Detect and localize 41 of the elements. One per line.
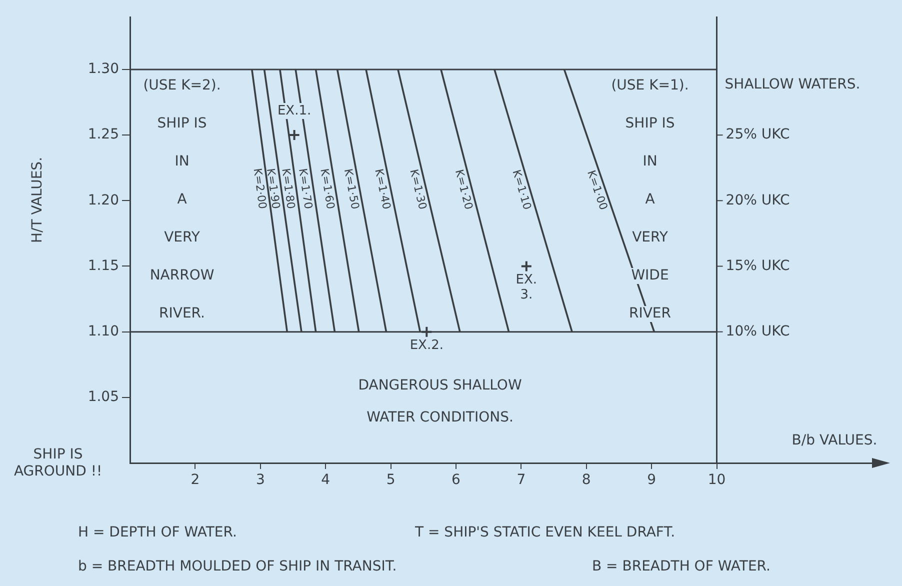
y2-tick-label: 15% UKC [726, 258, 790, 274]
y-tick-label: 1.30 [88, 61, 119, 78]
text: SHIP IS AGROUND !! [14, 446, 102, 480]
text: K=1·80 [279, 167, 298, 210]
text: K=1·40 [372, 168, 394, 210]
y-tick-label: 1.20 [88, 192, 119, 208]
x-tick-label: 2 [190, 472, 200, 488]
annotation: DANGEROUS SHALLOW WATER CONDITIONS. [358, 378, 522, 426]
text: T = SHIP'S STATIC EVEN KEEL DRAFT. [414, 524, 676, 541]
text: b = BREADTH MOULDED OF SHIP IN TRANSIT. [78, 558, 397, 575]
annotation: EX.2. [410, 338, 444, 354]
annotation: EX.1. [277, 103, 312, 118]
text: K=1·10 [510, 168, 534, 212]
text: K=1·60 [318, 168, 338, 210]
text: K=1·20 [452, 168, 476, 211]
annotation: EX. 3. [516, 272, 538, 303]
text: K=1·50 [341, 168, 362, 210]
text: B = BREADTH OF WATER. [592, 558, 770, 575]
y-tick-label: 1.25 [88, 126, 119, 143]
x-axis-title: B/b VALUES. [792, 432, 878, 449]
x-tick-label: 10 [708, 472, 726, 488]
y-tick-label: 1.10 [88, 323, 119, 340]
x-tick-label: 8 [582, 472, 591, 488]
text: K=1·70 [296, 167, 315, 210]
text: K=1·30 [407, 168, 430, 211]
x-tick-label: 9 [647, 472, 656, 488]
y-axis-title: H/T VALUES. [30, 156, 46, 244]
text: (USE K=1). SHIP IS IN A VERY WIDE RIVER [611, 78, 689, 322]
y-tick-label: 1.05 [88, 389, 119, 406]
x-tick-label: 3 [256, 472, 265, 488]
x-tick-label: 6 [452, 472, 461, 488]
x-tick-label: 5 [386, 472, 396, 488]
y2-axis-title: SHALLOW WATERS. [724, 76, 860, 93]
y2-tick-label: 10% UKC [726, 323, 790, 340]
y-tick-label: 1.15 [88, 258, 119, 274]
text: H = DEPTH OF WATER. [78, 524, 237, 541]
y2-tick-label: 20% UKC [726, 192, 790, 208]
text: (USE K=2). SHIP IS IN A VERY NARROW RIVER. [143, 78, 221, 322]
x-tick-label: 4 [321, 472, 330, 488]
y2-tick-label: 25% UKC [726, 126, 790, 143]
x-tick-label: 7 [516, 472, 526, 488]
